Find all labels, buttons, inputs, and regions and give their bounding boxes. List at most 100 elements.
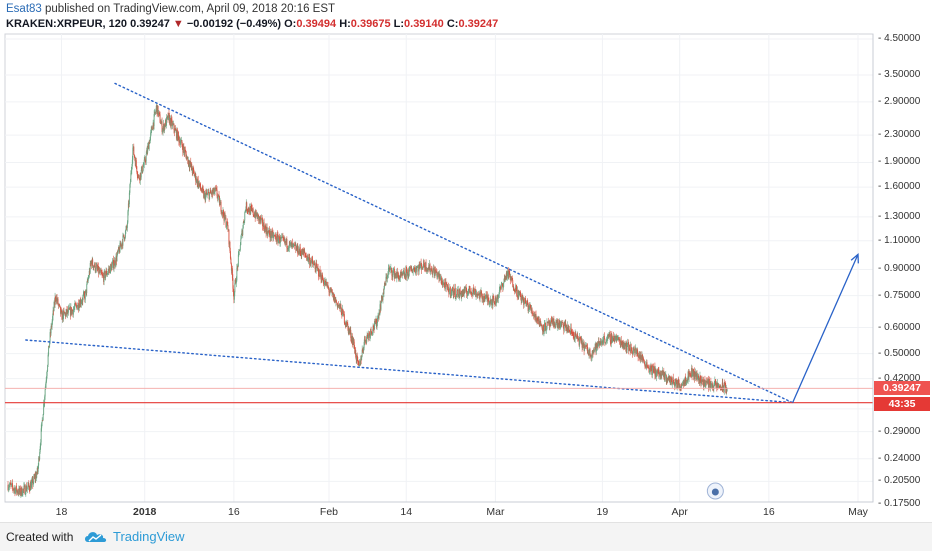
candle-body [542, 324, 544, 332]
candle-body [626, 344, 628, 350]
candle-body [506, 272, 508, 279]
candle-body [88, 277, 90, 279]
candle-body [128, 203, 130, 205]
candle-body [718, 385, 720, 387]
candle-body [479, 291, 481, 299]
candle-body [223, 210, 224, 216]
candle-body [597, 343, 599, 346]
candle-body [175, 129, 177, 131]
candle-body [56, 297, 58, 302]
candle-body [562, 322, 564, 328]
tradingview-brand[interactable]: TradingView [113, 529, 185, 544]
candle-body [55, 298, 57, 302]
candle-body [528, 306, 530, 310]
candle-body [144, 158, 146, 162]
candle-body [152, 129, 154, 131]
candle-body [245, 209, 247, 211]
candle-body [447, 286, 449, 291]
candle-body [619, 343, 621, 345]
candle-body [375, 318, 377, 325]
candle-body [280, 237, 282, 239]
candle-body [303, 250, 305, 253]
candle-body [192, 167, 194, 170]
candle-body [58, 304, 60, 306]
candle-body [373, 328, 375, 330]
candle-body [95, 270, 97, 272]
candle-body [161, 121, 163, 123]
candle-body [298, 249, 300, 253]
candle-body [604, 342, 606, 344]
candle-body [661, 374, 663, 377]
candle-body [257, 213, 259, 219]
candle-body [462, 291, 464, 295]
candle-body [313, 263, 315, 266]
candle-body [199, 182, 201, 185]
candle-body [602, 341, 604, 345]
candle-body [18, 488, 20, 492]
projection-arrow-shaft [792, 254, 859, 403]
candle-body [77, 302, 79, 309]
candle-body [219, 201, 221, 206]
candle-body [255, 210, 257, 216]
author-link[interactable]: Esat83 [6, 3, 42, 15]
candle-body [584, 345, 586, 351]
candle-body [382, 292, 384, 301]
candle-body [707, 379, 709, 388]
candle-body [649, 366, 651, 371]
candle-body [713, 383, 715, 387]
candle-body [424, 267, 426, 270]
candle-body [552, 318, 554, 325]
candle-body [386, 275, 388, 279]
candle-body [283, 238, 285, 241]
candle-body [582, 343, 584, 348]
candle-body [248, 210, 250, 213]
candle-body [61, 310, 62, 312]
candle-body [704, 380, 706, 387]
candle-body [695, 372, 696, 375]
candle-body [649, 370, 650, 373]
candle-body [708, 379, 710, 388]
candle-body [277, 235, 279, 243]
candle-body [289, 241, 291, 244]
candle-body [657, 369, 659, 372]
candle-body [691, 367, 693, 377]
candle-body [367, 335, 369, 338]
candle-body [457, 289, 459, 298]
candle-body [551, 319, 553, 322]
candle-body [308, 257, 310, 259]
candle-body [150, 129, 152, 133]
candle-body [710, 384, 712, 386]
candle-body [234, 279, 236, 284]
candle-body [132, 147, 134, 160]
symbol-label[interactable]: KRAKEN:XRPEUR, 120 [6, 18, 128, 30]
candle-body [294, 245, 296, 246]
candle-body [24, 485, 26, 495]
candle-body [711, 383, 713, 389]
candle-body [227, 229, 229, 231]
candle-body [447, 284, 449, 287]
candle-body [265, 225, 267, 229]
candle-body [75, 304, 77, 306]
candle-body [455, 296, 457, 298]
candle-body [672, 377, 674, 383]
candle-body [432, 273, 433, 275]
candle-body [185, 151, 187, 155]
candle-body [383, 288, 385, 294]
candle-body [9, 485, 10, 488]
candle-body [688, 372, 690, 378]
candle-body [242, 222, 244, 228]
candle-body [294, 245, 296, 246]
candle-body [96, 265, 98, 267]
candle-body [97, 266, 99, 270]
candle-body [476, 293, 478, 295]
candle-body [602, 339, 604, 345]
candle-body [644, 362, 645, 364]
time-tick-label: Mar [486, 506, 505, 518]
candle-body [129, 182, 131, 185]
candle-body [42, 414, 44, 421]
candle-body [680, 386, 682, 389]
candle-body [331, 291, 333, 295]
candle-body [451, 289, 453, 293]
candle-body [673, 382, 675, 384]
